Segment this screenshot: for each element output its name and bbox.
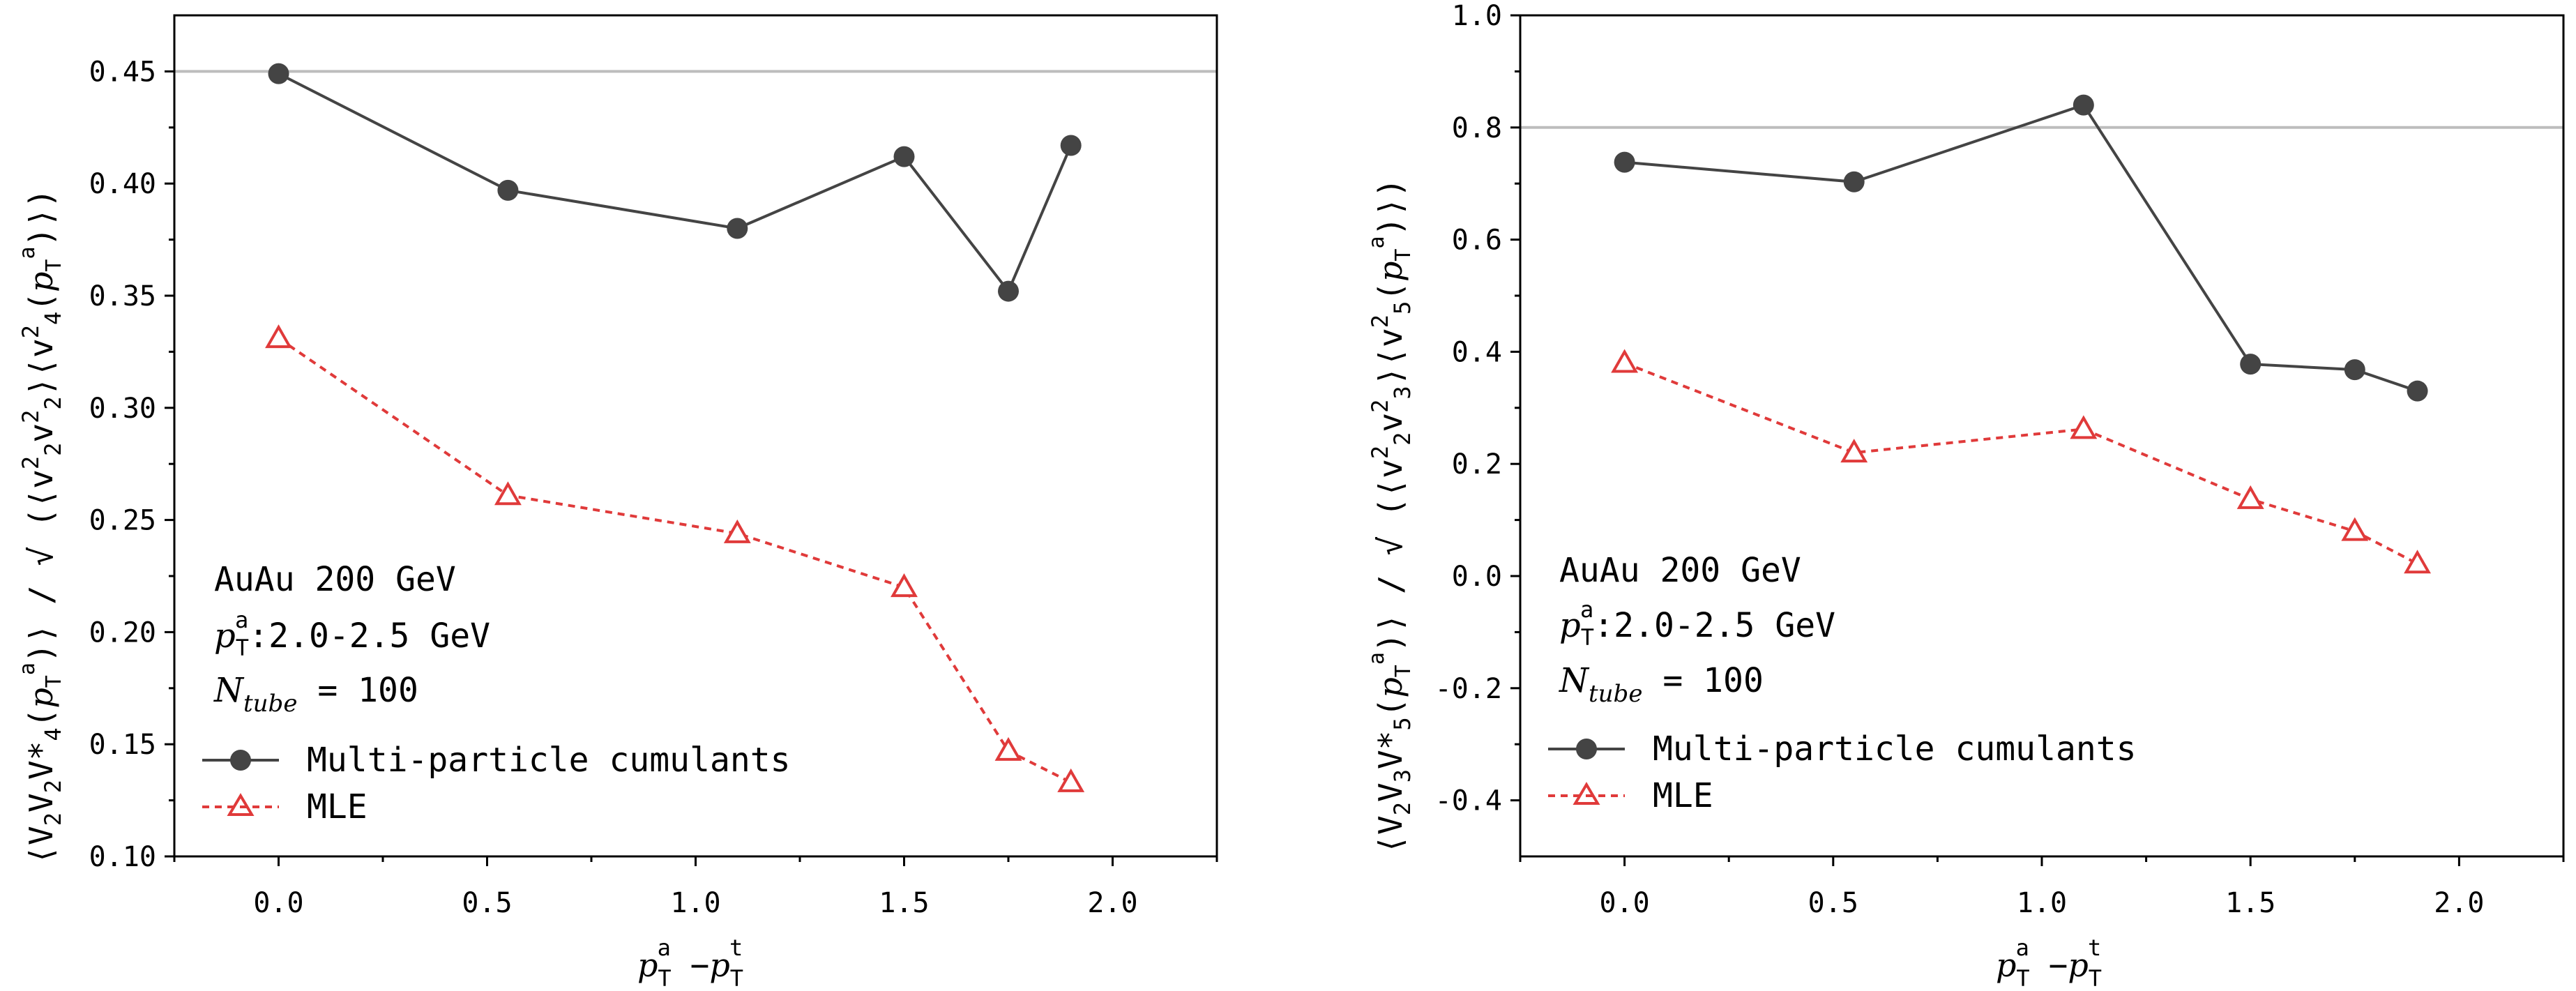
x-axis-title: pTa −pTt [1996,935,2102,991]
mle-data-point [2404,550,2432,574]
y-tick-label: 0.4 [1452,336,1502,368]
y-tick-label: 0.30 [89,393,156,425]
mle-data-point [1840,439,1868,463]
cumulants-data-point [497,179,519,201]
cumulants-data-point [998,280,1019,302]
y-tick-label: 0.20 [89,616,156,649]
y-tick-label: 0.15 [89,729,156,761]
cumulants-data-point [1060,135,1082,156]
legend-marker-mle [1573,782,1600,805]
y-tick-label: -0.4 [1435,785,1502,817]
x-tick-label: 2.0 [1087,887,1137,919]
x-tick-label: 1.5 [879,887,929,919]
y-tick-label: 0.25 [89,505,156,537]
cumulants-series-line [278,72,1073,294]
annotation-pt-range: pTa:2.0-2.5 GeV [1559,596,1835,651]
annotation-block: AuAu 200 GeV pTa:2.0-2.5 GeV Ntube = 100 [1559,551,1835,708]
y-tick-label: 0.8 [1452,112,1502,144]
cumulants-data-point [1614,151,1635,173]
annotation-ntube: Ntube = 100 [213,671,418,718]
mle-data-point [2070,415,2098,439]
mle-data-point [2236,485,2264,509]
annotation-ntube: Ntube = 100 [1559,661,1764,708]
x-tick-label: 0.0 [253,887,303,919]
y-axis-title: ⟨V2V2V*4(pTa)⟩ / √ (⟨v22v22⟩⟨v24(pTa)⟩) [15,188,66,864]
y-tick-label: 0.6 [1452,225,1502,257]
cumulants-series-line [1624,103,2418,393]
mle-data-point [1611,349,1639,373]
annotation-block: AuAu 200 GeV pTa:2.0-2.5 GeV Ntube = 100 [213,560,490,718]
mle-data-point [1057,768,1085,792]
mle-series-line [1623,361,2418,566]
mle-data-point [265,324,292,349]
x-tick-label: 1.5 [2225,887,2275,919]
legend: Multi-particle cumulants MLE [1548,729,2137,815]
legend-marker-cumulants [230,750,251,771]
annotation-pt-range: pTa:2.0-2.5 GeV [214,607,490,661]
y-tick-label: 0.2 [1452,448,1502,481]
mle-data-point [994,736,1022,761]
cumulants-data-point [2073,94,2094,116]
cumulants-data-point [893,146,915,167]
cumulants-data-point [1843,171,1865,192]
legend: Multi-particle cumulants MLE [202,741,791,826]
y-tick-label: 0.35 [89,280,156,312]
x-tick-label: 0.5 [1808,887,1858,919]
x-tick-label: 0.0 [1599,887,1649,919]
cumulants-data-point [2407,380,2428,402]
legend-marker-mle [227,793,255,816]
legend-label-mle: MLE [307,787,368,826]
y-tick-label: 0.40 [89,168,156,200]
annotation-system: AuAu 200 GeV [1559,551,1801,590]
left-chart-panel: 0.10 0.15 0.20 0.25 0.30 0.35 0.40 0.45 0.0 0.5 1.… [15,14,1218,991]
x-tick-label: 2.0 [2434,887,2484,919]
x-tick-label: 1.0 [670,887,720,919]
right-chart-panel: -0.4 -0.2 0.0 0.2 0.4 0.6 0.8 1.0 0.0 0.5 1.0 1.5 2.… [1365,0,2565,991]
mle-data-point [723,519,751,543]
legend-label-mle: MLE [1653,776,1713,815]
legend-marker-cumulants [1576,739,1597,759]
mle-data-point [891,573,918,598]
annotation-system: AuAu 200 GeV [214,560,456,599]
cumulants-data-point [268,63,289,84]
x-tick-label: 1.0 [2017,887,2067,919]
mle-data-point [494,481,522,506]
cumulants-data-point [2240,354,2261,375]
cumulants-data-point [727,218,748,239]
y-tick-label: 1.0 [1452,0,1502,32]
plot-frame [173,14,1218,858]
legend-label-cumulants: Multi-particle cumulants [1653,729,2137,769]
y-axis-title: ⟨V2V3V*5(pTa)⟩ / √ (⟨v22v23⟩⟨v25(pTa)⟩) [1365,178,1416,854]
x-tick-label: 0.5 [462,887,512,919]
y-tick-label: 0.45 [89,56,156,88]
x-axis-title: pTa −pTt [637,935,743,991]
y-tick-label: 0.10 [89,841,156,873]
cumulants-data-point [2344,359,2365,381]
y-tick-label: 0.0 [1452,561,1502,593]
legend-label-cumulants: Multi-particle cumulants [307,741,791,780]
mle-data-point [2341,517,2369,541]
y-tick-label: -0.2 [1435,673,1502,705]
